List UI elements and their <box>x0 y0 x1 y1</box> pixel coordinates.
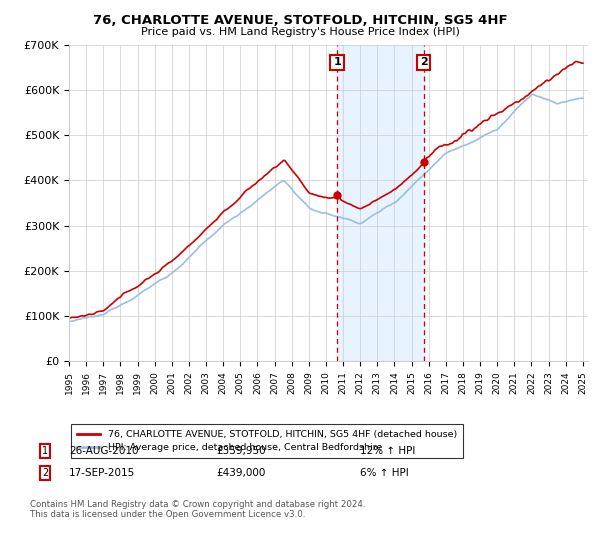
Text: £439,000: £439,000 <box>216 468 265 478</box>
Legend: 76, CHARLOTTE AVENUE, STOTFOLD, HITCHIN, SG5 4HF (detached house), HPI: Average : 76, CHARLOTTE AVENUE, STOTFOLD, HITCHIN,… <box>71 424 463 458</box>
Text: 76, CHARLOTTE AVENUE, STOTFOLD, HITCHIN, SG5 4HF: 76, CHARLOTTE AVENUE, STOTFOLD, HITCHIN,… <box>92 14 508 27</box>
Text: 1: 1 <box>42 446 48 456</box>
Bar <box>337 45 424 361</box>
Text: 1: 1 <box>333 58 341 67</box>
Text: Price paid vs. HM Land Registry's House Price Index (HPI): Price paid vs. HM Land Registry's House … <box>140 27 460 37</box>
Text: 2: 2 <box>420 58 428 67</box>
Text: 6% ↑ HPI: 6% ↑ HPI <box>360 468 409 478</box>
Text: 2: 2 <box>42 468 48 478</box>
Text: £359,950: £359,950 <box>216 446 266 456</box>
Text: 26-AUG-2010: 26-AUG-2010 <box>69 446 139 456</box>
Text: Contains HM Land Registry data © Crown copyright and database right 2024.
This d: Contains HM Land Registry data © Crown c… <box>30 500 365 519</box>
Text: 12% ↑ HPI: 12% ↑ HPI <box>360 446 415 456</box>
Text: 17-SEP-2015: 17-SEP-2015 <box>69 468 135 478</box>
